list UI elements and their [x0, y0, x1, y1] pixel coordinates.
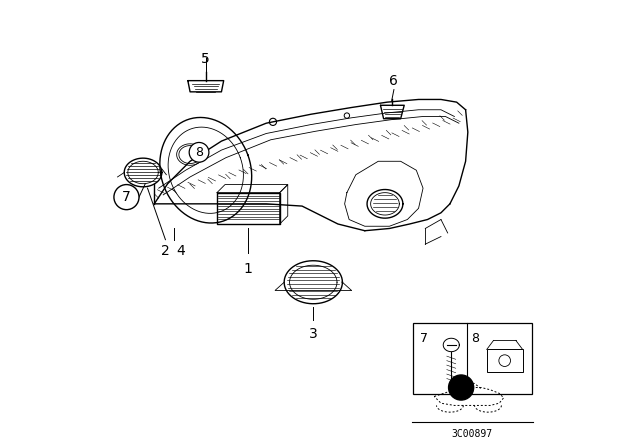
Circle shape — [189, 142, 209, 162]
Text: 8: 8 — [195, 146, 203, 159]
Bar — [487, 349, 523, 372]
Text: 4: 4 — [177, 244, 186, 258]
Circle shape — [114, 185, 139, 210]
Circle shape — [449, 375, 474, 400]
Bar — [413, 323, 532, 394]
Text: 6: 6 — [390, 74, 398, 88]
Text: 1: 1 — [244, 262, 253, 276]
Text: 7: 7 — [420, 332, 428, 345]
Text: 3C00897: 3C00897 — [452, 429, 493, 439]
Text: 3: 3 — [309, 327, 317, 341]
Text: 7: 7 — [122, 190, 131, 204]
Text: 2: 2 — [161, 244, 170, 258]
Text: 8: 8 — [471, 332, 479, 345]
Text: 5: 5 — [202, 52, 210, 65]
